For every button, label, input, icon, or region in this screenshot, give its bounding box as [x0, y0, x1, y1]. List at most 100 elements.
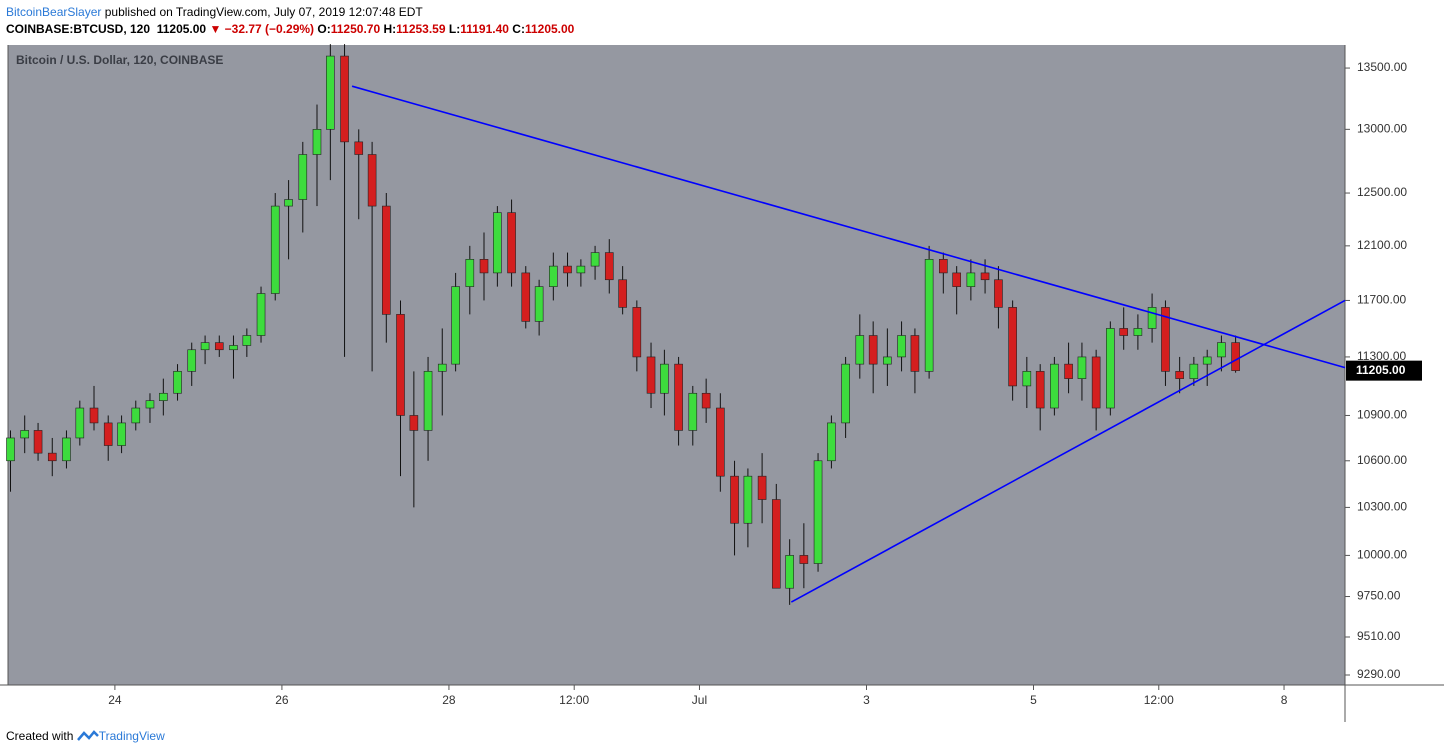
symbol-line: COINBASE:BTCUSD, 120 11205.00 ▼ −32.77 (… [6, 22, 574, 36]
candle-body [534, 286, 544, 322]
candle-body [994, 279, 1003, 308]
x-tick-label: 12:00 [1144, 693, 1174, 707]
ohlc-key: H: [383, 22, 397, 36]
candle-body [33, 430, 43, 454]
ohlc-key: C: [512, 22, 525, 36]
y-tick-label: 10600.00 [1357, 453, 1407, 467]
candle-body [660, 363, 669, 394]
candle-body [771, 499, 781, 589]
candle-body [701, 392, 711, 409]
author[interactable]: BitcoinBearSlayer [6, 5, 102, 19]
y-tick-label: 10000.00 [1357, 548, 1407, 562]
candle-body [1189, 363, 1199, 379]
candle-body [883, 356, 892, 365]
candle-body [1091, 356, 1101, 409]
candle-body [827, 422, 836, 462]
candle-body [242, 335, 252, 346]
candle-body [897, 335, 906, 358]
candle-body [1077, 356, 1087, 379]
candle-body [75, 407, 85, 439]
candle-body [270, 205, 280, 294]
ohlc-value: 11191.40 [460, 22, 509, 36]
footer: Created with TradingView [6, 728, 165, 743]
candle-body [159, 392, 168, 401]
logo [76, 730, 99, 741]
candle-body [549, 265, 558, 287]
x-tick-label: 5 [1030, 693, 1037, 707]
candle-body [576, 265, 586, 274]
chart-title: Bitcoin / U.S. Dollar, 120, COINBASE [16, 53, 223, 67]
candle-body [354, 141, 364, 155]
y-tick-label: 9510.00 [1357, 629, 1401, 643]
candle-body [89, 407, 99, 424]
candle-body [214, 342, 224, 351]
ohlc-key: L: [448, 22, 461, 36]
candle-body [1064, 363, 1073, 379]
candle-body [868, 335, 878, 365]
candle-body [785, 555, 794, 589]
candle-body [200, 342, 210, 351]
candle-body [1133, 328, 1143, 336]
candle-body [479, 259, 489, 274]
candle-body [507, 212, 516, 274]
y-tick-label: 10900.00 [1357, 408, 1407, 422]
y-tick-label: 13500.00 [1357, 60, 1407, 74]
candle-body [117, 422, 126, 446]
candle-body [298, 154, 308, 200]
candle-body [1008, 307, 1017, 387]
candle-body [924, 259, 934, 372]
candle-body [256, 293, 266, 336]
y-tick-label: 9290.00 [1357, 667, 1401, 681]
candle-body [229, 345, 238, 351]
candle-body [980, 272, 990, 281]
candle-body [312, 129, 322, 155]
candle-body [284, 199, 293, 207]
candle-body [173, 371, 182, 394]
y-tick-label: 10300.00 [1357, 500, 1407, 514]
candle-body [952, 272, 961, 287]
publish-line: BitcoinBearSlayer published on TradingVi… [6, 5, 423, 19]
candle-body [1147, 307, 1157, 329]
candle-body [145, 400, 155, 409]
candle-body [382, 205, 391, 315]
candle-body [910, 335, 920, 372]
price: 11205.00 [156, 22, 207, 36]
x-tick-label: 28 [442, 693, 456, 707]
candle-body [966, 272, 976, 287]
candle-body [20, 430, 30, 439]
candle-body [841, 363, 850, 424]
candle-body [632, 307, 642, 358]
candle-body [618, 279, 627, 308]
footer-brand[interactable]: TradingView [98, 729, 165, 743]
x-tick-label: Jul [692, 693, 707, 707]
candle-body [423, 371, 433, 431]
candle-body [855, 335, 865, 365]
change: ▼ −32.77 (−0.29%) [209, 22, 315, 36]
ohlc: O:11250.70 H:11253.59 L:11191.40 C:11205… [317, 22, 574, 36]
last-price-box [1346, 360, 1422, 381]
candle-body [590, 252, 600, 267]
candle-body [409, 415, 419, 431]
x-tick-label: 12:00 [559, 693, 589, 707]
ohlc-key: O: [317, 22, 331, 36]
candle-body [521, 272, 531, 322]
candle-body [674, 363, 683, 431]
published: published on TradingView.com, July 07, 2… [104, 5, 423, 19]
y-tick-label: 11700.00 [1357, 293, 1406, 307]
trendline [351, 85, 1346, 369]
candle-body [646, 356, 656, 394]
candle-body [1035, 371, 1045, 409]
y-tick-label: 9750.00 [1357, 589, 1401, 603]
y-tick-label: 12500.00 [1357, 185, 1407, 199]
candle-body [437, 363, 447, 372]
candle-body [396, 314, 405, 416]
candle-body [1022, 371, 1032, 387]
chart: Bitcoin / U.S. Dollar, 120, COINBASE 135… [0, 44, 1444, 722]
candle-body [62, 437, 71, 462]
candle-body [367, 154, 377, 207]
candle-body [604, 252, 614, 281]
candle-body [1217, 342, 1226, 358]
y-tick-label: 13000.00 [1357, 122, 1407, 136]
candle-body [1231, 342, 1240, 371]
